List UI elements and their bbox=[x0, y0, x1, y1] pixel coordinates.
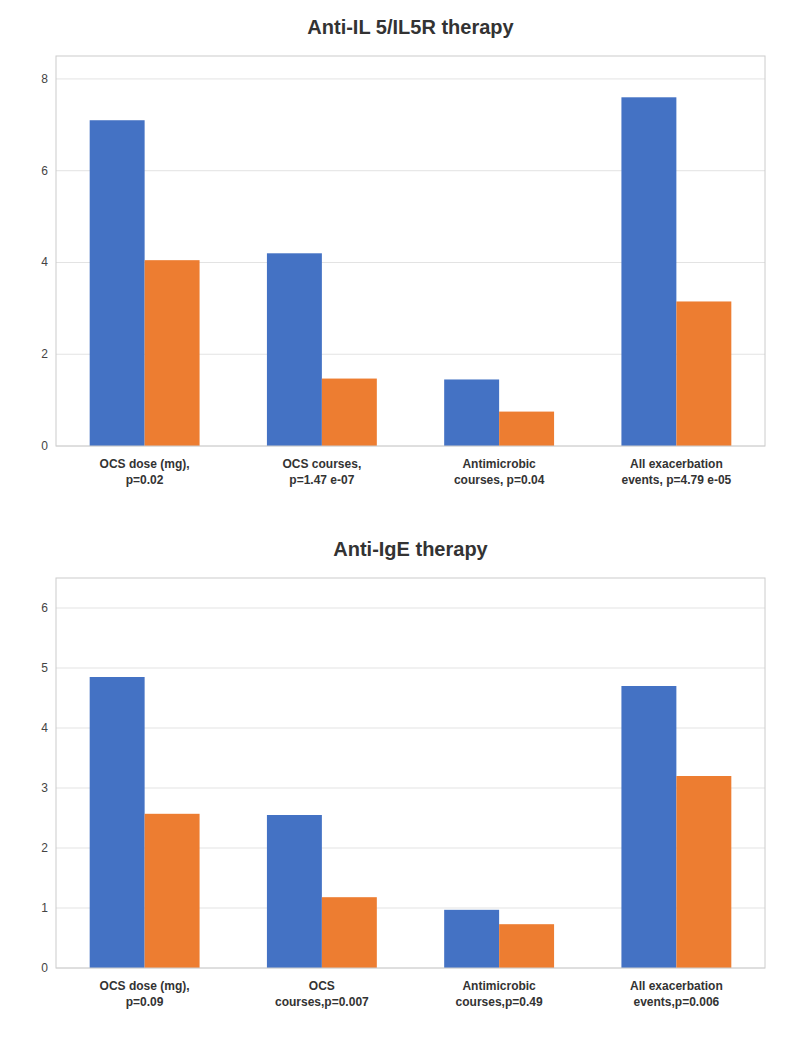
bar bbox=[444, 379, 499, 446]
bar bbox=[267, 815, 322, 968]
grid-line bbox=[56, 608, 765, 609]
bar bbox=[676, 776, 731, 968]
bar bbox=[322, 897, 377, 968]
label-line: p=0.09 bbox=[126, 995, 164, 1009]
label-line: OCS bbox=[309, 979, 335, 993]
label-line: Antimicrobic bbox=[462, 979, 536, 993]
label-line: OCS courses, bbox=[283, 457, 362, 471]
bar bbox=[499, 924, 554, 968]
bar bbox=[90, 120, 145, 446]
chart-title: Anti-IgE therapy bbox=[333, 538, 488, 560]
bar bbox=[499, 412, 554, 446]
y-tick-label: 0 bbox=[41, 961, 48, 975]
x-tick-label: OCS dose (mg), p=0.02 bbox=[100, 457, 190, 487]
y-tick-label: 3 bbox=[41, 781, 48, 795]
chart-panel: Anti-IL 5/IL5R therapy 0 2 4 6 8 OCS dose (mg)… bbox=[41, 16, 765, 487]
bar bbox=[267, 253, 322, 446]
y-tick-label: 1 bbox=[41, 901, 48, 915]
label-line: courses,p=0.007 bbox=[275, 995, 369, 1009]
figure: Anti-IL 5/IL5R therapy 0 2 4 6 8 OCS dose (mg)… bbox=[0, 0, 789, 1044]
bar bbox=[621, 686, 676, 968]
y-tick-label: 5 bbox=[41, 661, 48, 675]
bar bbox=[145, 260, 200, 446]
label-line: events,p=0.006 bbox=[634, 995, 720, 1009]
x-tick-label: All exacerbation events,p=0.006 bbox=[630, 979, 723, 1009]
label-line: All exacerbation bbox=[630, 979, 723, 993]
y-tick-label: 4 bbox=[41, 721, 48, 735]
y-tick-label: 4 bbox=[41, 255, 48, 269]
x-tick-label: All exacerbation events, p=4.79 e-05 bbox=[622, 457, 732, 487]
bar bbox=[90, 677, 145, 968]
x-tick-label: Antimicrobic courses, p=0.04 bbox=[454, 457, 545, 487]
bars bbox=[90, 97, 732, 446]
label-line: Antimicrobic bbox=[462, 457, 536, 471]
label-line: p=1.47 e-07 bbox=[289, 473, 354, 487]
bar bbox=[322, 379, 377, 446]
bar bbox=[145, 814, 200, 968]
grid-line bbox=[56, 78, 765, 79]
chart-title: Anti-IL 5/IL5R therapy bbox=[307, 16, 514, 38]
y-tick-label: 6 bbox=[41, 164, 48, 178]
bar bbox=[621, 97, 676, 446]
plot-frame bbox=[56, 56, 765, 446]
bars bbox=[90, 677, 732, 968]
bar bbox=[676, 301, 731, 446]
y-tick-label: 2 bbox=[41, 347, 48, 361]
label-line: p=0.02 bbox=[126, 473, 164, 487]
y-tick-label: 8 bbox=[41, 72, 48, 86]
y-tick-label: 2 bbox=[41, 841, 48, 855]
label-line: OCS dose (mg), bbox=[100, 457, 190, 471]
label-line: events, p=4.79 e-05 bbox=[622, 473, 732, 487]
label-line: OCS dose (mg), bbox=[100, 979, 190, 993]
y-tick-label: 0 bbox=[41, 439, 48, 453]
label-line: courses, p=0.04 bbox=[454, 473, 545, 487]
x-tick-label: Antimicrobic courses,p=0.49 bbox=[456, 979, 543, 1009]
chart-panel: Anti-IgE therapy 0 1 2 3 4 5 6 OCS dose (mg), p=0… bbox=[41, 538, 765, 1009]
x-tick-label: OCS courses,p=0.007 bbox=[275, 979, 369, 1009]
y-tick-label: 6 bbox=[41, 601, 48, 615]
bar bbox=[444, 910, 499, 968]
grid-line bbox=[56, 668, 765, 669]
label-line: All exacerbation bbox=[630, 457, 723, 471]
label-line: courses,p=0.49 bbox=[456, 995, 543, 1009]
plot-frame bbox=[56, 578, 765, 968]
x-tick-label: OCS dose (mg), p=0.09 bbox=[100, 979, 190, 1009]
x-tick-label: OCS courses, p=1.47 e-07 bbox=[283, 457, 362, 487]
